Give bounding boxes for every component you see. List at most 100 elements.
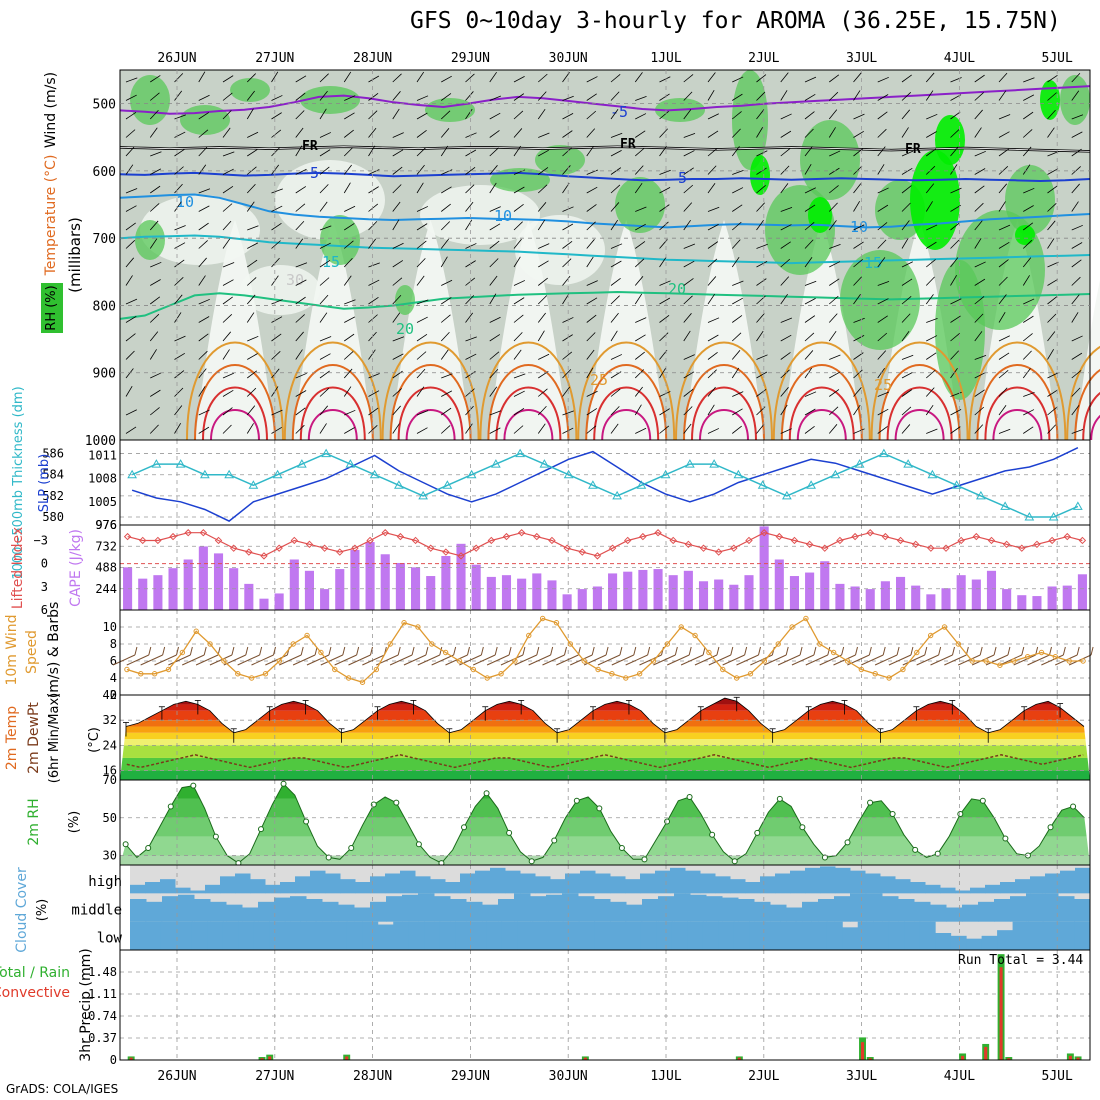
wind-barb <box>683 295 693 305</box>
wind-barb <box>1023 205 1034 212</box>
wind-barb <box>731 111 742 120</box>
cape-bar <box>335 569 345 610</box>
wind-barb-10m <box>362 654 385 666</box>
wind-barb <box>901 295 912 305</box>
rh-point <box>370 801 377 808</box>
ylabel-rh2m: 2m RH <box>26 798 42 845</box>
ytick-label: 586 <box>42 447 64 461</box>
wind-speed-point <box>747 671 754 677</box>
lifted-index-point <box>942 544 950 552</box>
lifted-index-point <box>457 552 465 560</box>
wind-barb <box>1023 298 1035 305</box>
wind-barb <box>926 131 937 138</box>
wind-barb <box>537 295 548 305</box>
wind-barb-10m <box>417 654 440 666</box>
wind-barb <box>998 90 1007 101</box>
wind-barb <box>174 405 183 416</box>
temp-band <box>120 732 1090 740</box>
wind-barb <box>319 184 329 194</box>
wind-barb <box>901 167 913 175</box>
cloud-high-bar <box>1015 879 1031 894</box>
wind-barb <box>125 146 135 157</box>
cloud-high-bar <box>850 870 866 894</box>
wind-speed-point <box>442 649 449 656</box>
wind-barb <box>246 90 255 101</box>
wind-barb <box>1023 94 1035 101</box>
cape-bar <box>365 542 375 610</box>
lifted-index-point <box>927 544 935 552</box>
wind-barb <box>853 258 863 268</box>
wind-barb <box>974 168 986 175</box>
wind-barb <box>707 428 720 434</box>
wind-barb <box>756 127 764 138</box>
wind-barb <box>537 423 546 434</box>
wind-barb <box>925 294 934 305</box>
wind-barb <box>974 261 986 268</box>
cloud-low-bar <box>362 921 379 950</box>
wind-barb <box>392 312 401 323</box>
wind-barb-tick <box>411 646 415 656</box>
wind-barb <box>295 186 307 194</box>
wind-speed-point <box>914 649 920 656</box>
wind-barb <box>295 424 305 434</box>
wind-barb <box>440 349 449 360</box>
cloud-low-bar <box>873 921 890 950</box>
warm-isotherm-loop <box>796 409 847 441</box>
wind-barb <box>392 405 401 416</box>
wind-barb <box>853 224 865 231</box>
wind-barb <box>707 404 715 416</box>
wind-barb <box>441 93 452 101</box>
wind-barb <box>877 146 886 157</box>
wind-barb <box>732 76 744 83</box>
rh-moist-blob <box>180 105 230 135</box>
thickness-point <box>466 469 477 479</box>
wind-speed-point <box>470 666 477 673</box>
isotherm-label: 15 <box>864 254 882 272</box>
wind-barb <box>780 369 790 379</box>
thickness-point <box>806 480 816 489</box>
cloud-low-bar <box>997 930 1014 950</box>
wind-barb <box>634 386 643 397</box>
wind-speed-point <box>567 641 574 647</box>
cloud-high-bar <box>955 890 971 894</box>
wind-barb-10m <box>445 654 468 666</box>
cape-bar <box>638 569 648 610</box>
wind-barb <box>707 113 719 120</box>
ylabel-barbs: (m/s) & Barbs <box>46 602 62 699</box>
wind-barb <box>343 275 352 286</box>
wind-barb <box>319 423 327 434</box>
cape-bar <box>274 593 284 610</box>
wind-speed-point <box>969 658 975 664</box>
rh-saturated-blob <box>1040 80 1060 120</box>
wind-barb <box>610 150 622 157</box>
wind-barb <box>950 409 962 416</box>
cloud-high-bar <box>1000 882 1016 894</box>
wind-barb <box>562 369 572 379</box>
axis-top-label: 976 <box>95 518 117 532</box>
wind-barb <box>804 408 816 416</box>
wind-barb <box>1071 201 1079 212</box>
cape-bar <box>789 576 799 610</box>
ylabel-thickness: 1000~500mb Thickness (dm) <box>11 386 26 579</box>
ytick-label: 700 <box>93 232 116 247</box>
wind-barb <box>149 92 160 101</box>
wind-barb <box>804 332 815 342</box>
panel-frame <box>119 609 1091 696</box>
wind-barb <box>683 184 694 194</box>
wind-barb-tick <box>924 646 928 656</box>
wind-barb <box>707 369 717 379</box>
wind-barb <box>1071 335 1083 342</box>
wind-barb <box>416 351 427 360</box>
wind-barb <box>271 351 281 360</box>
wind-speed-point <box>165 666 172 673</box>
cape-bar <box>532 573 542 610</box>
wind-barb <box>586 425 597 434</box>
wind-barb <box>416 223 428 231</box>
warm-isotherm-loop <box>683 364 765 441</box>
wind-barb <box>829 167 840 175</box>
wind-barb <box>683 133 696 138</box>
wind-barb <box>998 166 1009 175</box>
wind-barb <box>416 427 428 434</box>
wind-barb-10m <box>334 654 357 666</box>
ylabel-wind: Wind (m/s) <box>43 72 59 148</box>
